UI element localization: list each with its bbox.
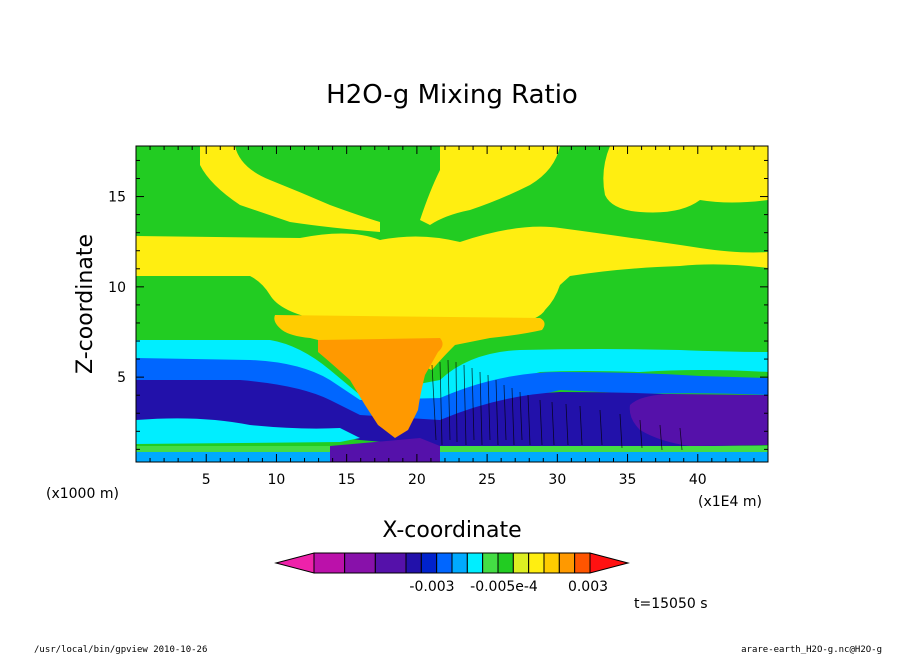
colorbar-segment <box>482 552 499 574</box>
colorbar-segment <box>558 552 576 574</box>
y-tick-label: 5 <box>117 370 126 386</box>
colorbar <box>274 552 630 574</box>
colorbar-segment <box>374 552 407 574</box>
colorbar-segment <box>466 552 484 574</box>
x-tick-label: 35 <box>619 472 637 488</box>
chart-title: H2O-g Mixing Ratio <box>326 80 578 110</box>
region-surface-dry <box>330 438 440 462</box>
colorbar-segment <box>420 552 438 574</box>
x-unit-left: (x1000 m) <box>46 486 119 502</box>
colorbar-segment <box>405 552 422 574</box>
footer-right: arare-earth_H2O-g.nc@H2O-g <box>741 645 882 654</box>
region-dry-patch <box>629 394 768 446</box>
colorbar-segment <box>528 552 545 574</box>
x-tick-label: 20 <box>408 472 426 488</box>
colorbar-segment <box>497 552 514 574</box>
colorbar-segment <box>436 552 453 574</box>
x-tick-label: 25 <box>478 472 496 488</box>
x-tick-label: 30 <box>548 472 566 488</box>
y-axis: 5 10 15 <box>108 159 768 450</box>
colorbar-tick-label: -0.003 <box>409 579 454 595</box>
time-label: t=15050 s <box>634 596 708 612</box>
colorbar-segment <box>344 552 376 574</box>
x-tick-label: 40 <box>689 472 707 488</box>
colorbar-tick-label: -0.005e-4 <box>470 579 538 595</box>
footer-left: /usr/local/bin/gpview 2010-10-26 <box>34 645 207 654</box>
colorbar-segment <box>451 552 468 574</box>
x-axis: 5 10 15 20 25 30 35 40 <box>149 146 769 488</box>
region-surface-green <box>136 446 768 454</box>
y-tick-label: 15 <box>108 190 126 206</box>
region-surface-cyan <box>136 452 768 462</box>
x-tick-label: 5 <box>202 472 211 488</box>
plot-frame <box>135 145 769 463</box>
region-deep-dry <box>136 380 768 450</box>
convective-streaks <box>431 359 683 451</box>
colorbar-min-triangle <box>274 552 315 574</box>
colorbar-segment <box>313 552 346 574</box>
colorbar-tick-labels: -0.003 -0.005e-4 0.003 <box>409 579 608 595</box>
plot-area <box>136 146 768 462</box>
x-tick-label: 10 <box>268 472 286 488</box>
colorbar-segment <box>574 552 591 574</box>
y-tick-label: 10 <box>108 280 126 296</box>
region-updraft-core <box>318 338 443 438</box>
region-upper-yellow-mid <box>420 146 560 225</box>
colorbar-max-triangle <box>589 552 630 574</box>
x-axis-label: X-coordinate <box>382 518 521 543</box>
x-unit-right: (x1E4 m) <box>698 494 762 510</box>
colorbar-segment <box>512 552 530 574</box>
region-upper-yellow-left <box>200 146 380 232</box>
colorbar-segment <box>543 552 560 574</box>
colorbar-tick-label: 0.003 <box>568 579 608 595</box>
region-moist-band <box>136 226 768 330</box>
region-low-cyan <box>136 418 360 444</box>
y-axis-label: Z-coordinate <box>73 234 98 374</box>
region-upper-yellow-right <box>603 146 768 213</box>
x-tick-label: 15 <box>338 472 356 488</box>
